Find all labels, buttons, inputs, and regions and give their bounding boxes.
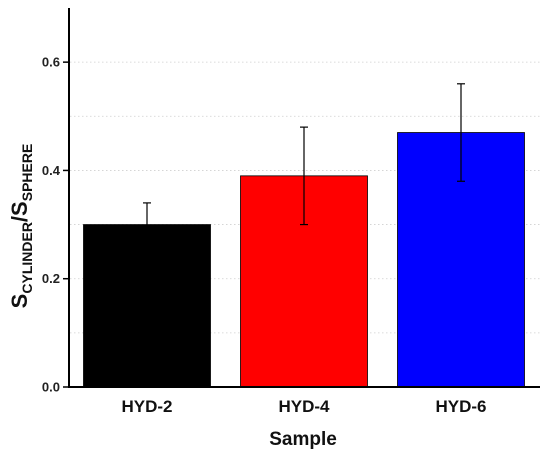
x-axis-title: Sample (269, 429, 337, 450)
y-tick-label: 0.0 (42, 380, 60, 395)
y-tick-label: 0.4 (42, 163, 61, 178)
y-tick-label: 0.2 (42, 271, 60, 286)
x-category-label: HYD-4 (278, 397, 330, 416)
y-axis-title-subscript: SPHERE (19, 144, 35, 202)
x-axis-category-labels: HYD-2 HYD-4 HYD-6 (121, 397, 486, 416)
bar-hyd-2 (83, 224, 211, 388)
y-axis-title-part: S (7, 294, 32, 309)
y-axis-ticks: 0.0 0.2 0.4 0.6 (42, 55, 69, 395)
y-axis-title-subscript: CYLINDER (19, 222, 35, 294)
y-axis-title-part: S (7, 201, 32, 216)
error-bars (143, 83, 465, 247)
y-axis-title-part: / (7, 216, 32, 222)
y-tick-label: 0.6 (42, 55, 60, 70)
axes (68, 8, 540, 388)
x-category-label: HYD-6 (435, 397, 486, 416)
y-axis-title: SCYLINDER/SSPHERE (7, 144, 35, 309)
x-category-label: HYD-2 (121, 397, 172, 416)
